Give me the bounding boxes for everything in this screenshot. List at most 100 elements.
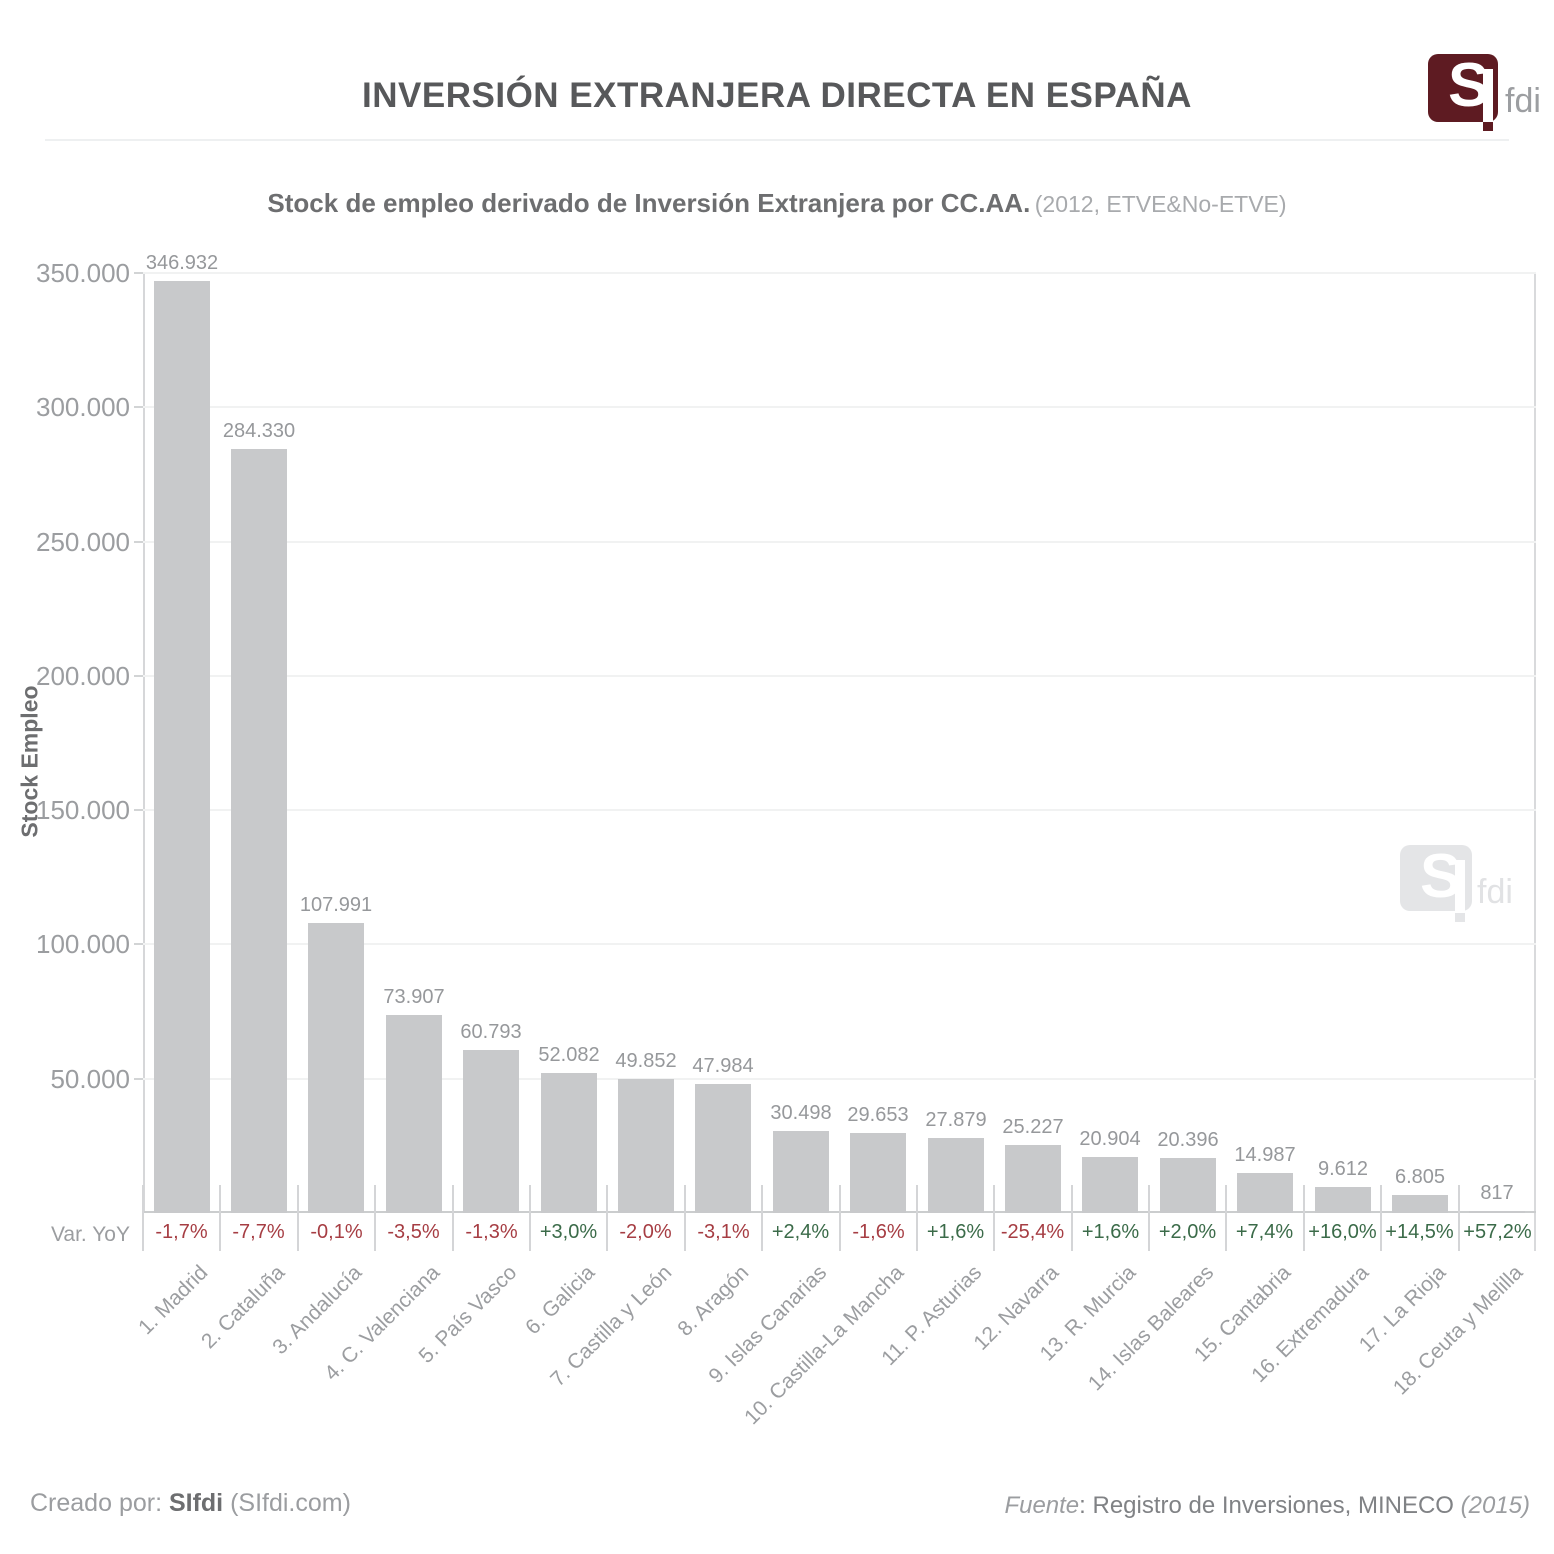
bar-value-label: 9.612	[1317, 1158, 1369, 1180]
category-tick	[761, 1185, 763, 1251]
yoy-value: +1,6%	[1081, 1220, 1140, 1243]
y-tick-mark	[134, 674, 143, 677]
chart-title: Stock de empleo derivado de Inversión Ex…	[0, 188, 1554, 219]
yoy-value: -1,7%	[155, 1220, 208, 1243]
yoy-value: -1,6%	[852, 1220, 905, 1243]
footer-credit: Creado por: SIfdi (SIfdi.com)	[30, 1489, 351, 1517]
y-axis-line	[143, 273, 145, 1213]
bar	[1315, 1187, 1371, 1213]
category-tick	[452, 1185, 454, 1251]
bar-value-label: 14.987	[1234, 1144, 1296, 1166]
gridline	[143, 540, 1536, 543]
yoy-value: -1,3%	[465, 1220, 518, 1243]
bar	[850, 1133, 906, 1213]
plot-area: Var. YoY 350.000 300.000 250.000 200.000 150…	[36, 252, 1536, 1429]
sifdi-logo-i-tail-icon	[1483, 122, 1493, 131]
yoy-value: -3,1%	[697, 1220, 750, 1243]
y-tick-mark	[134, 272, 143, 274]
y-tick-label: 250.000	[36, 526, 130, 557]
yoy-value: +3,0%	[539, 1220, 598, 1243]
y-tick-label: 100.000	[36, 929, 130, 960]
bar	[618, 1079, 674, 1213]
y-tick-label: 300.000	[36, 392, 130, 423]
watermark-logo-i-tail-icon	[1455, 913, 1465, 922]
watermark-logo-fdi: fdi	[1477, 873, 1513, 911]
gridline	[143, 272, 1536, 274]
footer-source-year: (2015)	[1460, 1492, 1530, 1519]
category-tick	[297, 1185, 299, 1251]
footer-source: Fuente: Registro de Inversiones, MINECO …	[1004, 1492, 1530, 1519]
bar-value-label: 73.907	[383, 986, 445, 1008]
y-tick-label: 50.000	[50, 1063, 130, 1094]
bar	[154, 281, 210, 1213]
bar-value-label: 49.852	[615, 1050, 677, 1072]
yoy-value: -3,5%	[387, 1220, 440, 1243]
gridline	[143, 809, 1536, 812]
sifdi-logo-s: S	[1448, 51, 1490, 120]
bar	[308, 923, 364, 1213]
category-tick	[219, 1185, 221, 1251]
sifdi-watermark-logo: S fdi	[1400, 842, 1540, 935]
bar-value-label: 20.904	[1079, 1128, 1141, 1150]
bar-value-label: 6.805	[1394, 1166, 1446, 1188]
category-tick	[1303, 1185, 1305, 1251]
bar	[231, 449, 287, 1213]
bar-value-label: 47.984	[692, 1055, 754, 1077]
yoy-value: +14,5%	[1385, 1220, 1454, 1243]
y-tick-mark	[134, 943, 143, 946]
bar	[1082, 1157, 1138, 1213]
bar-value-label: 30.498	[770, 1102, 832, 1124]
y-tick-mark	[134, 406, 143, 409]
yoy-value: +2,0%	[1158, 1220, 1217, 1243]
chart-title-main: Stock de empleo derivado de Inversión Ex…	[267, 188, 1031, 218]
yoy-value: +16,0%	[1308, 1220, 1377, 1243]
y-tick-mark	[134, 809, 143, 812]
bar-value-label: 60.793	[460, 1021, 522, 1043]
bar	[1160, 1158, 1216, 1213]
yoy-value: +1,6%	[926, 1220, 985, 1243]
category-tick	[839, 1185, 841, 1251]
bar-value-label: 25.227	[1002, 1116, 1064, 1138]
gridline	[143, 674, 1536, 677]
bar-value-label: 20.396	[1157, 1129, 1219, 1151]
bar-value-label: 284.330	[222, 420, 296, 442]
yoy-value: +7,4%	[1235, 1220, 1294, 1243]
bar	[1237, 1173, 1293, 1213]
bar-value-label: 346.932	[145, 252, 219, 274]
y-tick-label: 200.000	[36, 660, 130, 691]
category-tick	[1148, 1185, 1150, 1251]
bar	[386, 1015, 442, 1213]
category-tick	[916, 1185, 918, 1251]
category-tick	[529, 1185, 531, 1251]
category-tick	[1458, 1185, 1460, 1251]
yoy-value: -25,4%	[1000, 1220, 1065, 1243]
sifdi-logo-fdi: fdi	[1505, 82, 1541, 120]
bar-value-label: 107.991	[299, 894, 373, 916]
footer-source-label: Fuente	[1004, 1492, 1080, 1519]
bar	[1392, 1195, 1448, 1213]
header-divider	[45, 139, 1509, 141]
bar-value-label: 52.082	[538, 1044, 600, 1066]
yoy-value: +2,4%	[771, 1220, 830, 1243]
bar-value-label: 817	[1480, 1182, 1514, 1204]
bar	[1469, 1211, 1525, 1213]
category-tick	[993, 1185, 995, 1251]
page-title: INVERSIÓN EXTRANJERA DIRECTA EN ESPAÑA	[362, 76, 1192, 115]
footer-credit-name: SIfdi	[168, 1489, 224, 1517]
category-tick	[606, 1185, 608, 1251]
yoy-value: +57,2%	[1463, 1220, 1532, 1243]
bar	[1005, 1145, 1061, 1213]
gridline	[143, 406, 1536, 409]
yoy-value: -7,7%	[232, 1220, 285, 1243]
bar	[773, 1131, 829, 1213]
y-tick-mark	[134, 540, 143, 543]
bar	[541, 1073, 597, 1213]
bar	[928, 1138, 984, 1213]
plot-right-border	[1534, 273, 1536, 1251]
bar-value-label: 29.653	[847, 1104, 909, 1126]
bar	[695, 1084, 751, 1213]
watermark-logo-s: S	[1420, 842, 1462, 911]
gridline	[143, 1077, 1536, 1080]
category-tick	[374, 1185, 376, 1251]
